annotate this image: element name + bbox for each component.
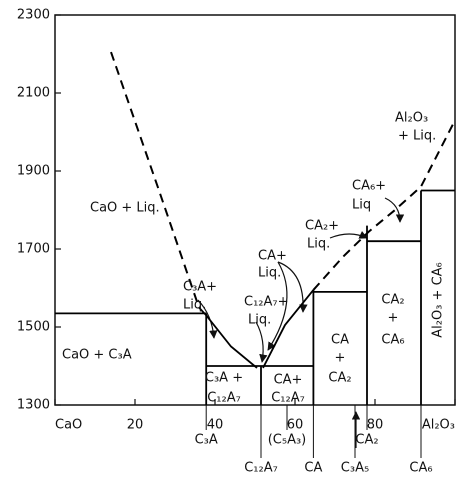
arrow xyxy=(197,299,218,339)
region-label: Liq. xyxy=(307,237,330,252)
composition-label: CA xyxy=(304,461,322,476)
region-label: C₃A + xyxy=(205,371,243,386)
composition-label: CA₂ xyxy=(355,433,378,448)
y-tick-label: 1900 xyxy=(17,164,50,179)
x-tick-label: CaO xyxy=(55,418,82,433)
y-tick-label: 1500 xyxy=(17,320,50,335)
region-label: CA+ xyxy=(258,249,287,264)
boundary-line xyxy=(198,306,258,369)
y-tick-label: 1300 xyxy=(17,398,50,413)
region-label: + Liq. xyxy=(398,129,436,144)
region-label: Liq. xyxy=(183,298,206,313)
region-label: CaO + C₃A xyxy=(62,348,132,363)
composition-label: C₃A₅ xyxy=(341,461,369,476)
arrow xyxy=(384,197,405,223)
composition-label: C₁₂A₇ xyxy=(244,461,278,476)
region-label: CA₂ xyxy=(381,293,404,308)
x-tick-label: 80 xyxy=(367,418,384,433)
region-label: Liq. xyxy=(248,313,271,328)
region-label: CaO + Liq. xyxy=(90,201,160,216)
x-tick-label: Al₂O₃ xyxy=(422,418,455,433)
region-label: CA+ xyxy=(274,373,303,388)
region-label: C₁₂A₇+ xyxy=(244,295,289,310)
arrow xyxy=(277,261,308,313)
region-label: C₃A+ xyxy=(183,280,217,295)
region-label: CA₂ xyxy=(328,371,351,386)
arrow xyxy=(267,261,288,351)
region-label: CA₂+ xyxy=(305,219,339,234)
arrow xyxy=(329,230,368,239)
arrows xyxy=(197,197,405,448)
region-label: CA xyxy=(331,333,349,348)
region-label: C₁₂A₇ xyxy=(271,391,305,406)
composition-label: (C₅A₃) xyxy=(268,433,307,448)
composition-label: C₃A xyxy=(195,433,218,448)
boundary-line xyxy=(262,289,315,369)
region-label: + xyxy=(388,311,399,326)
region-label: C₁₂A₇ xyxy=(207,391,241,406)
region-label: Liq xyxy=(352,198,371,213)
plot-frame xyxy=(54,14,456,406)
region-label: + xyxy=(335,351,346,366)
region-label: Al₂O₃ + CA₆ xyxy=(431,262,446,338)
region-label: Al₂O₃ xyxy=(395,111,428,126)
boundary-line xyxy=(312,119,456,291)
arrow xyxy=(255,321,268,363)
x-tick-label: 20 xyxy=(127,418,144,433)
y-tick-label: 2300 xyxy=(17,8,50,23)
region-label: Liq. xyxy=(258,266,281,281)
y-tick-label: 2100 xyxy=(17,86,50,101)
x-tick-label: 60 xyxy=(287,418,304,433)
y-tick-label: 1700 xyxy=(17,242,50,257)
region-label: CA₆+ xyxy=(352,179,386,194)
region-label: CA₆ xyxy=(381,333,404,348)
boundary-line xyxy=(110,51,200,308)
composition-label: CA₆ xyxy=(409,461,432,476)
x-tick-label: 40 xyxy=(207,418,224,433)
